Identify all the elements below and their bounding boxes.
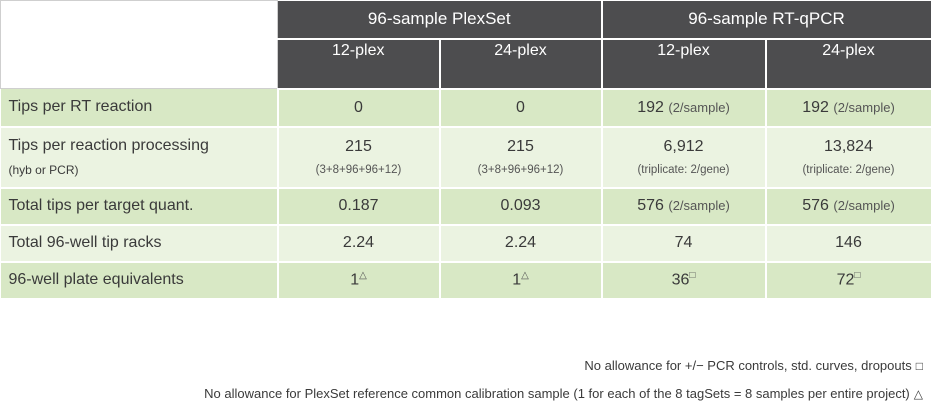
- header-sub-plexset-24: 24-plex: [439, 38, 603, 90]
- table-cell: 0: [277, 88, 441, 128]
- table-cell: 0: [439, 88, 603, 128]
- footnote-text: No allowance for +/− PCR controls, std. …: [584, 358, 912, 373]
- table-cell: 74: [601, 224, 767, 263]
- cell-note: (3+8+96+96+12): [315, 164, 402, 176]
- cell-note: (2/sample): [668, 198, 730, 213]
- cell-value: 2.24: [342, 234, 375, 251]
- table-cell: 0.187: [277, 187, 441, 226]
- header-group-plexset: 96-sample PlexSet: [277, 0, 603, 40]
- comparison-table: 96-sample PlexSet 96-sample RT-qPCR 12-p…: [0, 0, 931, 300]
- cell-value: 192: [637, 98, 664, 116]
- cell-value: 0.187: [338, 197, 379, 214]
- table-cell: 146: [765, 224, 931, 263]
- cell-value: 2.24: [504, 234, 537, 251]
- table-row: 96-well plate equivalents 1△ 1△ 36□ 72□: [0, 261, 931, 300]
- row-label: 96-well plate equivalents: [0, 261, 279, 300]
- cell-value: 146: [835, 234, 862, 251]
- square-icon: □: [689, 270, 696, 282]
- cell-value: 215: [507, 138, 534, 155]
- square-icon: □: [854, 270, 861, 282]
- cell-value: 72: [836, 271, 855, 289]
- cell-value: 0: [354, 98, 363, 116]
- footnote-square: No allowance for +/− PCR controls, std. …: [584, 358, 923, 373]
- square-icon: □: [915, 359, 923, 373]
- cell-value: 215: [345, 138, 372, 155]
- cell-value: 576: [802, 197, 829, 214]
- row-label: Total 96-well tip racks: [0, 224, 279, 263]
- table-cell: 576 (2/sample): [765, 187, 931, 226]
- cell-value: Tips per reaction processing: [8, 137, 209, 154]
- cell-value: Total 96-well tip racks: [8, 234, 162, 251]
- row-label: Tips per reaction processing (hyb or PCR…: [0, 126, 279, 189]
- row-label: Total tips per target quant.: [0, 187, 279, 226]
- cell-value: 576: [637, 197, 664, 214]
- table-row: Tips per reaction processing (hyb or PCR…: [0, 126, 931, 189]
- cell-note: (triplicate: 2/gene): [637, 164, 730, 176]
- table-cell: 13,824 (triplicate: 2/gene): [765, 126, 931, 189]
- cell-note: (2/sample): [833, 99, 895, 115]
- footnote-text: No allowance for PlexSet reference commo…: [204, 386, 910, 401]
- cell-value: 96-well plate equivalents: [8, 271, 184, 288]
- cell-value: 0.093: [500, 197, 541, 214]
- table-cell: 0.093: [439, 187, 603, 226]
- cell-value: 1: [512, 271, 522, 289]
- cell-value: 13,824: [824, 138, 873, 155]
- cell-note: (2/sample): [833, 198, 895, 213]
- table-row: Total tips per target quant. 0.187 0.093…: [0, 187, 931, 226]
- table-cell: 1△: [439, 261, 603, 300]
- row-label: Tips per RT reaction: [0, 88, 279, 128]
- header-sub-rtqpcr-24: 24-plex: [765, 38, 931, 90]
- triangle-icon: △: [359, 270, 367, 282]
- cell-value: Tips per RT reaction: [8, 98, 153, 116]
- table-row: Tips per RT reaction 0 0 192 (2/sample) …: [0, 88, 931, 128]
- row-sublabel: (hyb or PCR): [8, 163, 79, 177]
- table-cell: 2.24: [277, 224, 441, 263]
- table-corner: [0, 0, 278, 89]
- cell-value: 0: [516, 98, 525, 116]
- table-cell: 215 (3+8+96+96+12): [277, 126, 441, 189]
- cell-note: (triplicate: 2/gene): [802, 164, 895, 176]
- cell-value: 74: [674, 234, 693, 251]
- cell-value: Total tips per target quant.: [8, 197, 194, 214]
- footnote-triangle: No allowance for PlexSet reference commo…: [204, 386, 923, 401]
- cell-value: 1: [350, 271, 360, 289]
- table-cell: 192 (2/sample): [601, 88, 767, 128]
- triangle-icon: △: [521, 270, 529, 282]
- cell-value: 6,912: [663, 138, 704, 155]
- header-sub-rtqpcr-12: 12-plex: [601, 38, 767, 90]
- cell-value: 192: [802, 98, 829, 116]
- table-cell: 36□: [601, 261, 767, 300]
- header-sub-plexset-12: 12-plex: [277, 38, 441, 90]
- table-cell: 192 (2/sample): [765, 88, 931, 128]
- cell-value: 36: [671, 271, 690, 289]
- table-cell: 1△: [277, 261, 441, 300]
- header-group-rtqpcr: 96-sample RT-qPCR: [601, 0, 931, 40]
- table-cell: 6,912 (triplicate: 2/gene): [601, 126, 767, 189]
- triangle-icon: △: [913, 387, 923, 401]
- table-cell: 2.24: [439, 224, 603, 263]
- cell-note: (2/sample): [668, 99, 730, 115]
- table-cell: 215 (3+8+96+96+12): [439, 126, 603, 189]
- table-cell: 72□: [765, 261, 931, 300]
- table-row: Total 96-well tip racks 2.24 2.24 74 146: [0, 224, 931, 263]
- cell-note: (3+8+96+96+12): [477, 164, 564, 176]
- table-cell: 576 (2/sample): [601, 187, 767, 226]
